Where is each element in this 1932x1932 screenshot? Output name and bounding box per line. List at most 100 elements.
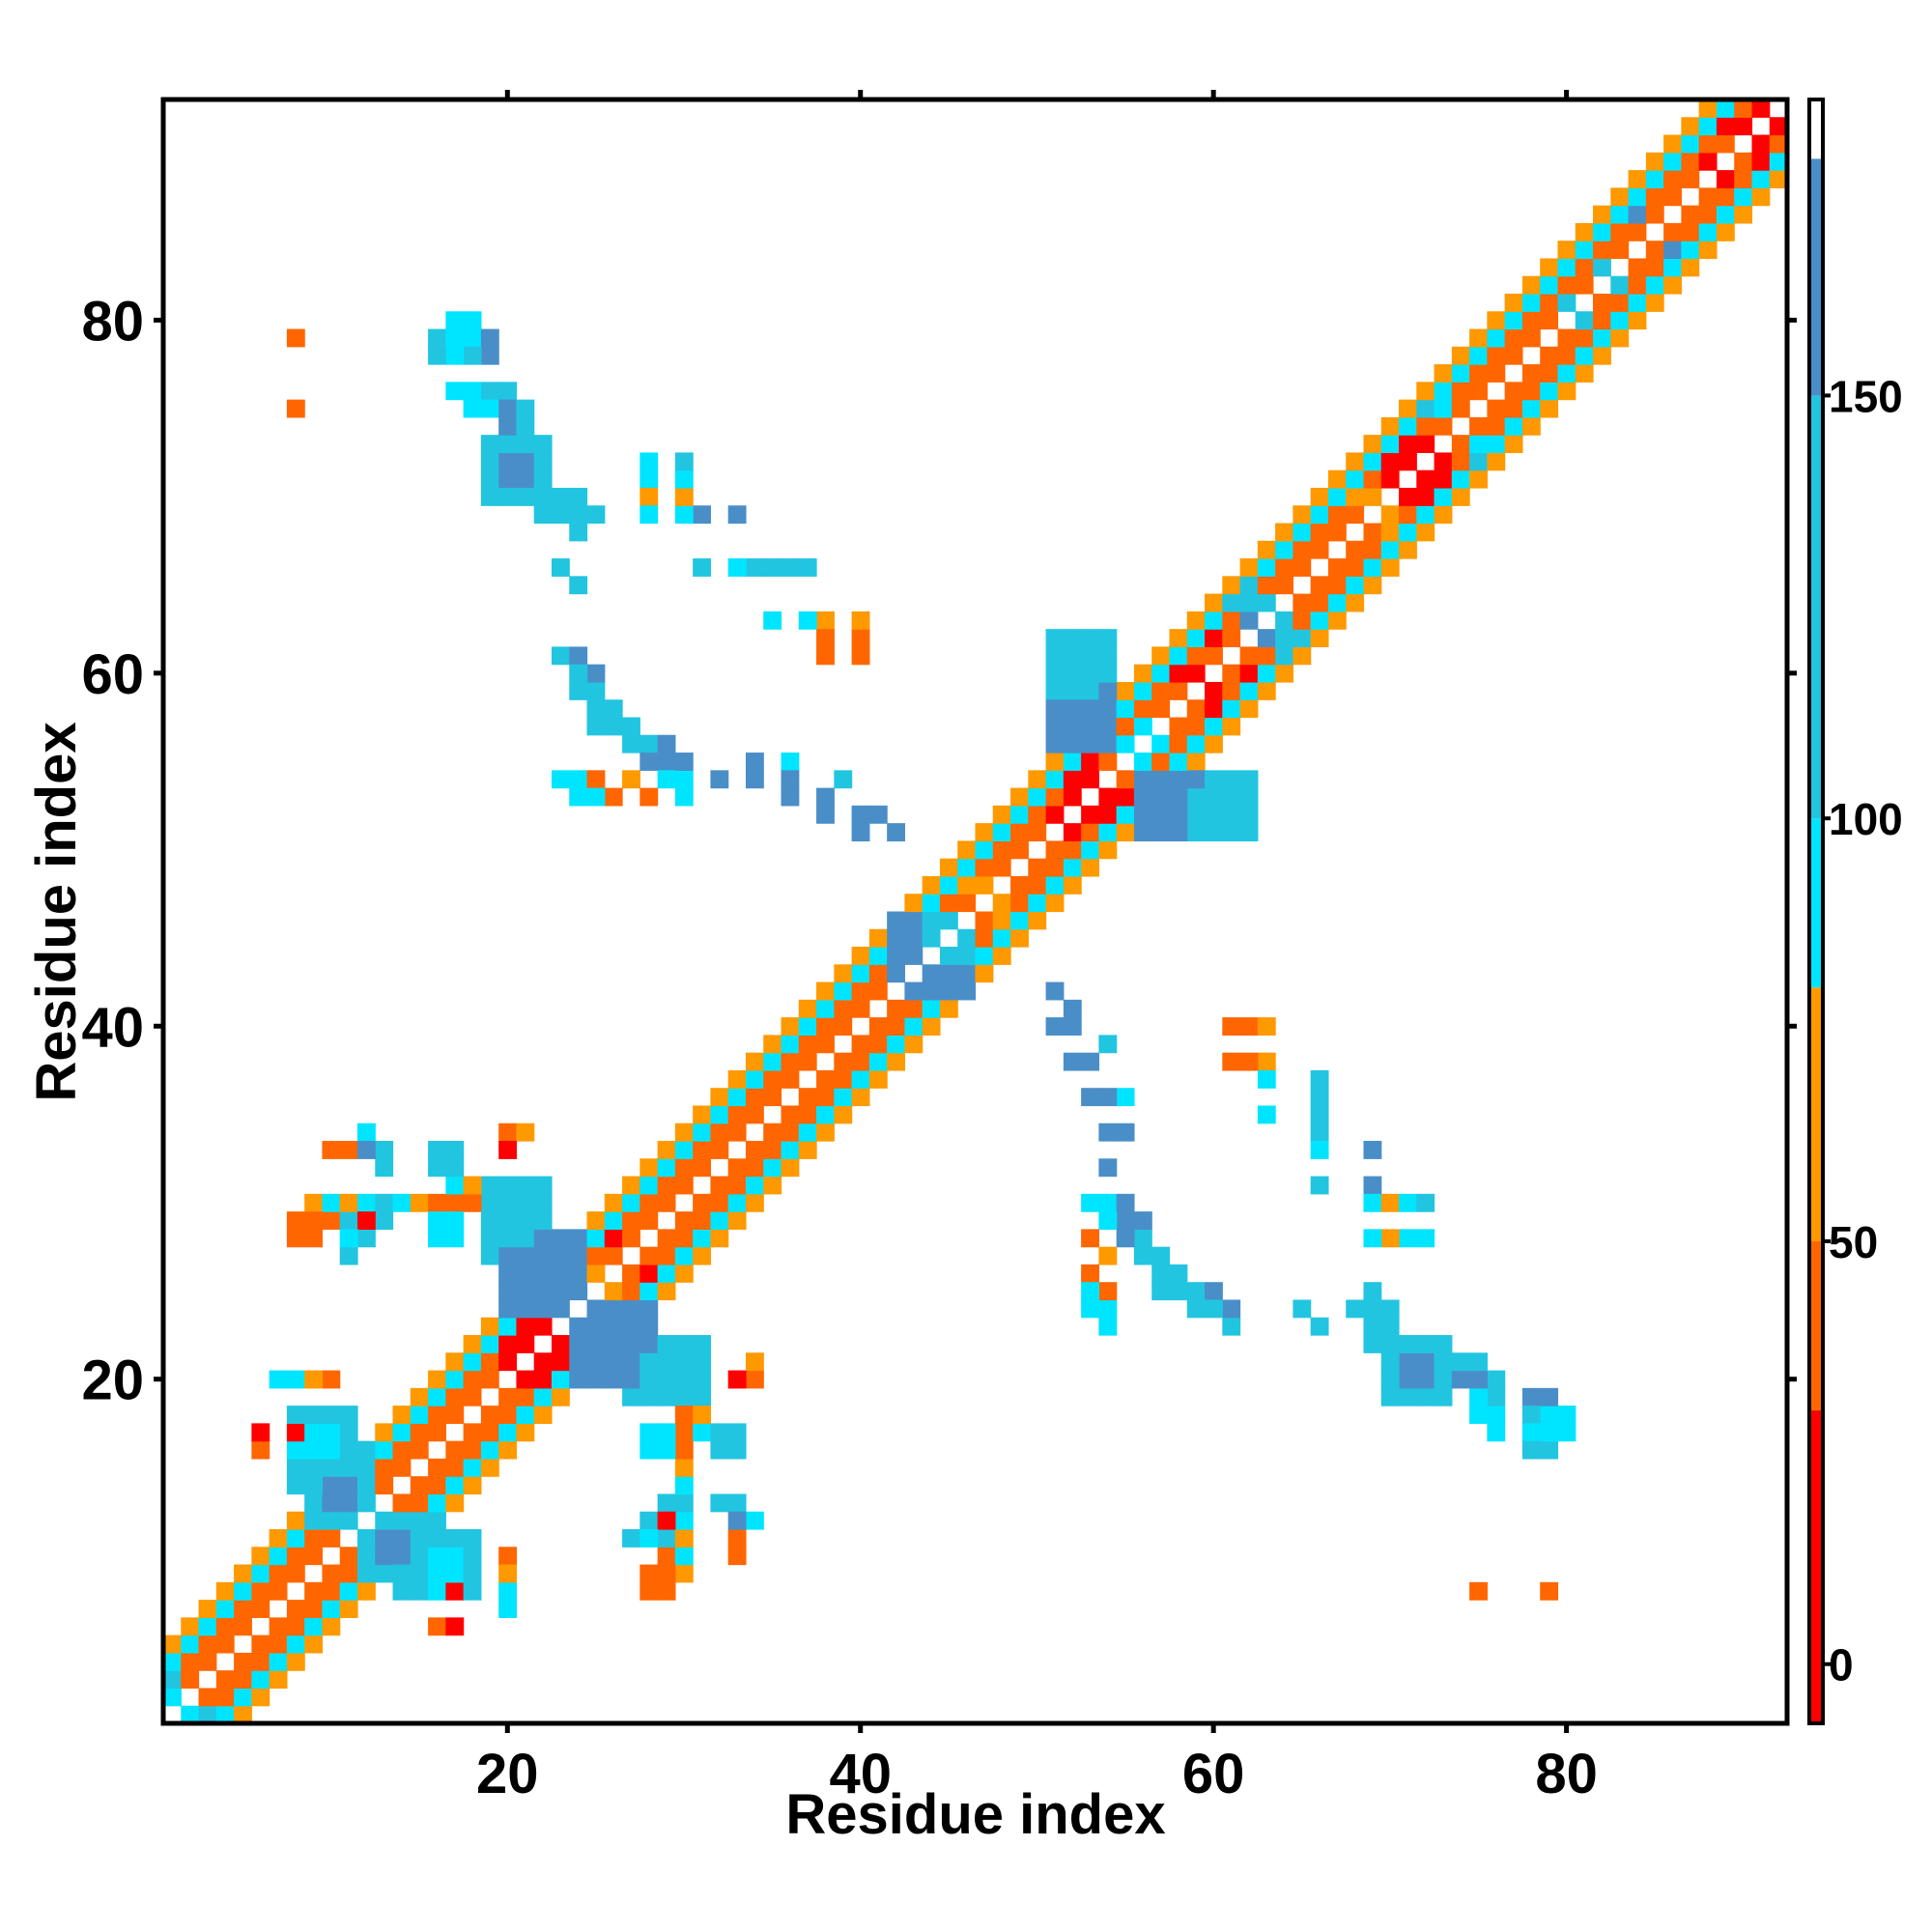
heatmap-cell bbox=[604, 1282, 623, 1301]
heatmap-cell bbox=[1116, 681, 1135, 700]
heatmap-cell bbox=[781, 1105, 800, 1124]
heatmap-cell bbox=[410, 1193, 429, 1212]
heatmap-cell bbox=[516, 1193, 535, 1212]
heatmap-cell bbox=[1575, 275, 1594, 295]
heatmap-cell bbox=[1399, 1335, 1417, 1353]
heatmap-cell bbox=[445, 1529, 465, 1548]
heatmap-cell bbox=[727, 505, 747, 525]
heatmap-cell bbox=[198, 1634, 217, 1654]
heatmap-cell bbox=[480, 1229, 499, 1248]
heatmap-cell bbox=[1416, 1335, 1435, 1353]
heatmap-cell bbox=[1169, 1282, 1188, 1301]
heatmap-cell bbox=[356, 1122, 376, 1142]
heatmap-cell bbox=[1222, 664, 1241, 683]
heatmap-cell bbox=[674, 787, 694, 807]
heatmap-cell bbox=[586, 699, 606, 719]
heatmap-cell bbox=[463, 346, 482, 365]
heatmap-cell bbox=[1205, 593, 1223, 612]
heatmap-cell bbox=[922, 964, 941, 983]
heatmap-cell bbox=[445, 1158, 465, 1178]
heatmap-cell bbox=[1222, 717, 1241, 736]
heatmap-cell bbox=[851, 646, 870, 666]
heatmap-cell bbox=[498, 1211, 518, 1230]
heatmap-cell bbox=[1222, 629, 1241, 648]
heatmap-cell bbox=[975, 840, 994, 860]
heatmap-cell bbox=[375, 1193, 394, 1212]
plot-frame bbox=[160, 97, 1790, 1726]
heatmap-cell bbox=[428, 1511, 446, 1530]
heatmap-cell bbox=[816, 629, 835, 648]
heatmap-cell bbox=[851, 964, 870, 983]
heatmap-cell bbox=[1081, 770, 1099, 789]
heatmap-cell bbox=[975, 858, 994, 877]
heatmap-cell bbox=[622, 1264, 640, 1283]
heatmap-cell bbox=[693, 1246, 712, 1265]
heatmap-cell bbox=[1540, 382, 1559, 401]
heatmap-cell bbox=[1380, 435, 1400, 454]
heatmap-cell bbox=[1063, 858, 1082, 877]
heatmap-cell bbox=[339, 1600, 358, 1618]
heatmap-cell bbox=[887, 1017, 906, 1036]
heatmap-cell bbox=[322, 1440, 341, 1460]
heatmap-cell bbox=[957, 875, 977, 895]
heatmap-cell bbox=[375, 1440, 394, 1460]
heatmap-cell bbox=[745, 770, 764, 789]
heatmap-cell bbox=[1504, 399, 1523, 418]
heatmap-cell bbox=[1380, 1229, 1400, 1248]
heatmap-cell bbox=[816, 1035, 835, 1054]
heatmap-cell bbox=[1205, 1282, 1223, 1301]
heatmap-cell bbox=[234, 1670, 252, 1690]
heatmap-cell bbox=[1116, 734, 1135, 753]
heatmap-cell bbox=[198, 1617, 217, 1636]
heatmap-cell bbox=[569, 1246, 588, 1265]
heatmap-cell bbox=[1205, 699, 1223, 719]
heatmap-cell bbox=[375, 1423, 394, 1442]
heatmap-cell bbox=[1399, 435, 1417, 454]
heatmap-cell bbox=[1151, 734, 1171, 753]
heatmap-cell bbox=[1469, 364, 1488, 383]
heatmap-cell bbox=[445, 328, 465, 348]
heatmap-cell bbox=[604, 1370, 623, 1389]
heatmap-cell bbox=[1169, 823, 1188, 842]
heatmap-cell bbox=[622, 1335, 640, 1353]
heatmap-cell bbox=[939, 999, 958, 1018]
heatmap-cell bbox=[1239, 1052, 1259, 1071]
heatmap-cell bbox=[569, 1370, 588, 1389]
heatmap-cell bbox=[1186, 770, 1206, 789]
heatmap-cell bbox=[339, 1141, 358, 1159]
heatmap-cell bbox=[674, 1229, 694, 1248]
heatmap-cell bbox=[1469, 435, 1488, 454]
heatmap-cell bbox=[1222, 770, 1241, 789]
heatmap-cell bbox=[480, 328, 499, 348]
heatmap-cell bbox=[1310, 1069, 1329, 1089]
heatmap-cell bbox=[339, 1458, 358, 1477]
heatmap-cell bbox=[1116, 1122, 1135, 1142]
heatmap-cell bbox=[1257, 576, 1276, 595]
heatmap-cell bbox=[622, 1176, 640, 1195]
heatmap-cell bbox=[1593, 311, 1611, 330]
heatmap-cell bbox=[1098, 629, 1118, 648]
heatmap-cell bbox=[1098, 823, 1118, 842]
heatmap-cell bbox=[286, 1423, 305, 1442]
heatmap-cell bbox=[498, 1600, 518, 1618]
heatmap-cell bbox=[1098, 1299, 1118, 1319]
heatmap-cell bbox=[1628, 205, 1647, 224]
heatmap-cell bbox=[392, 1547, 412, 1566]
heatmap-cell bbox=[392, 1440, 412, 1460]
heatmap-cell bbox=[727, 1105, 747, 1124]
heatmap-cell bbox=[1222, 576, 1241, 595]
heatmap-cell bbox=[992, 858, 1011, 877]
heatmap-cell bbox=[251, 1652, 270, 1671]
heatmap-cell bbox=[727, 1440, 747, 1460]
heatmap-cell bbox=[1133, 805, 1152, 824]
heatmap-cell bbox=[1716, 117, 1735, 136]
heatmap-cell bbox=[445, 1406, 465, 1424]
heatmap-cell bbox=[1698, 117, 1718, 136]
heatmap-cell bbox=[251, 1600, 270, 1618]
heatmap-cell bbox=[234, 1581, 252, 1601]
heatmap-cell bbox=[887, 1035, 906, 1054]
heatmap-cell bbox=[480, 382, 499, 401]
heatmap-cell bbox=[551, 558, 570, 577]
heatmap-cell bbox=[498, 399, 518, 418]
heatmap-cell bbox=[463, 1423, 482, 1442]
